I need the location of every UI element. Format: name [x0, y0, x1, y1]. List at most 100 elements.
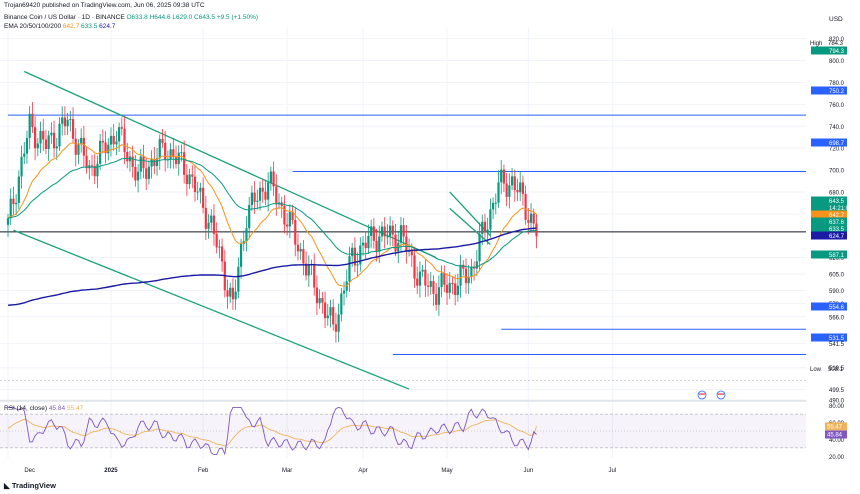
- candle-body: [456, 285, 459, 295]
- candle-body: [139, 156, 142, 172]
- candle-body: [61, 117, 64, 124]
- candle-body: [177, 152, 180, 165]
- candle-body: [315, 287, 319, 304]
- ema20-line: [7, 142, 537, 287]
- candle-body: [50, 132, 53, 136]
- candle-body: [112, 135, 115, 145]
- ema-legend[interactable]: EMA 20/50/100/200 642.7 633.5 624.7: [4, 23, 115, 30]
- candle-body: [475, 261, 478, 269]
- candle-body: [489, 209, 492, 230]
- candle-body: [356, 264, 359, 266]
- price-tick-label: 620.0: [829, 256, 845, 262]
- candle-body: [473, 267, 476, 269]
- us-flag-icon: [699, 393, 705, 395]
- candle-body: [123, 128, 126, 152]
- time-tick-label: Feb: [198, 468, 209, 474]
- rsi-legend[interactable]: RSI (14, close) 45.84 55.47: [4, 405, 83, 412]
- candle-body: [248, 205, 251, 229]
- candle-body: [372, 226, 375, 241]
- price-badge-label: 587.1: [829, 253, 845, 259]
- candle-body: [321, 297, 324, 303]
- time-tick-label: Mar: [282, 468, 292, 474]
- rsi-tick-label: 80.00: [829, 404, 845, 410]
- price-tick-label: 490.0: [829, 399, 845, 405]
- candle-body: [351, 247, 354, 257]
- candle-body: [193, 176, 197, 193]
- candle-body: [253, 192, 256, 202]
- us-flag-icon: [718, 393, 724, 395]
- candle-body: [126, 151, 129, 162]
- candle-body: [359, 245, 362, 265]
- candle-body: [459, 264, 462, 286]
- rsi-label[interactable]: RSI (14, close): [4, 405, 47, 412]
- candle-body: [521, 182, 524, 194]
- candle-body: [535, 223, 538, 237]
- ema-lines: [7, 142, 537, 306]
- ema-label[interactable]: EMA 20/50/100/200: [4, 23, 62, 30]
- candle-body: [191, 174, 194, 177]
- price-tick-label: 740.0: [829, 125, 845, 131]
- candle-body: [202, 187, 205, 208]
- candle-body: [237, 266, 240, 292]
- logo-text: TradingView: [11, 481, 56, 490]
- candle-body: [210, 215, 213, 223]
- candle-body: [361, 242, 365, 246]
- candle-body: [288, 212, 291, 227]
- price-tick-label: 700.0: [829, 169, 845, 175]
- price-badge-label: 14:21:07: [829, 206, 853, 212]
- candle-body: [31, 113, 34, 128]
- price-badge: [811, 203, 847, 212]
- time-tick-label: 2025: [104, 468, 118, 474]
- price-badge-label: 531.5: [829, 336, 845, 342]
- candle-body: [12, 198, 15, 205]
- currency-text: USD: [829, 16, 843, 23]
- candle-body: [432, 281, 435, 294]
- rsi-tick-label: 40.00: [829, 438, 845, 444]
- candle-body: [250, 192, 253, 206]
- candle-body: [467, 277, 470, 284]
- us-flag-icon: [697, 390, 707, 400]
- ema200-line: [7, 227, 537, 306]
- trendlines: [13, 70, 491, 390]
- rsi-line: [8, 406, 537, 456]
- price-badge-label: 633.5: [829, 227, 845, 233]
- price-axis[interactable]: 820.0 800.0 780.0 760.0 740.0 720.0 700.0 680.0…: [810, 37, 853, 404]
- candle-body: [378, 236, 381, 252]
- candle-body: [389, 225, 392, 237]
- candle-body: [96, 163, 99, 177]
- candle-body: [405, 236, 408, 252]
- candle-body: [386, 236, 389, 238]
- candle-body: [291, 212, 294, 220]
- candle-body: [353, 247, 356, 266]
- candle-body: [329, 307, 332, 316]
- time-axis[interactable]: Dec 2025 Feb Mar Apr May Jun Jul: [24, 468, 616, 474]
- time-tick-label: Apr: [358, 468, 367, 474]
- symbol-line[interactable]: Binance Coin / US Dollar · 1D · BINANCE …: [4, 14, 258, 21]
- candle-body: [264, 191, 267, 200]
- ema50-value: 633.5: [81, 23, 98, 30]
- candle-body: [74, 138, 77, 155]
- candle-body: [52, 132, 56, 149]
- rsi-value: 45.84: [48, 405, 66, 412]
- candle-body: [169, 149, 172, 160]
- candle-body: [478, 234, 481, 262]
- candle-body: [410, 249, 413, 256]
- price-badge-title: High: [810, 41, 822, 47]
- candle-body: [508, 185, 511, 197]
- candle-body: [229, 287, 232, 297]
- candle-body: [454, 283, 457, 295]
- tradingview-logo[interactable]: ◣ TradingView: [4, 481, 56, 490]
- candle-body: [58, 123, 61, 147]
- candle-body: [25, 138, 29, 154]
- ohlc-values: O633.8 H644.6 L629.0 C643.5 +9.5 (+1.50%…: [126, 14, 259, 21]
- candle-body: [82, 137, 85, 156]
- candle-body: [66, 119, 69, 127]
- candle-body: [71, 119, 75, 139]
- candles: [6, 102, 538, 343]
- candle-body: [150, 159, 153, 167]
- rsi-value-label: 55.47: [827, 424, 843, 430]
- symbol-title[interactable]: Binance Coin / US Dollar · 1D · BINANCE: [4, 14, 125, 21]
- currency-label: USD: [829, 16, 843, 23]
